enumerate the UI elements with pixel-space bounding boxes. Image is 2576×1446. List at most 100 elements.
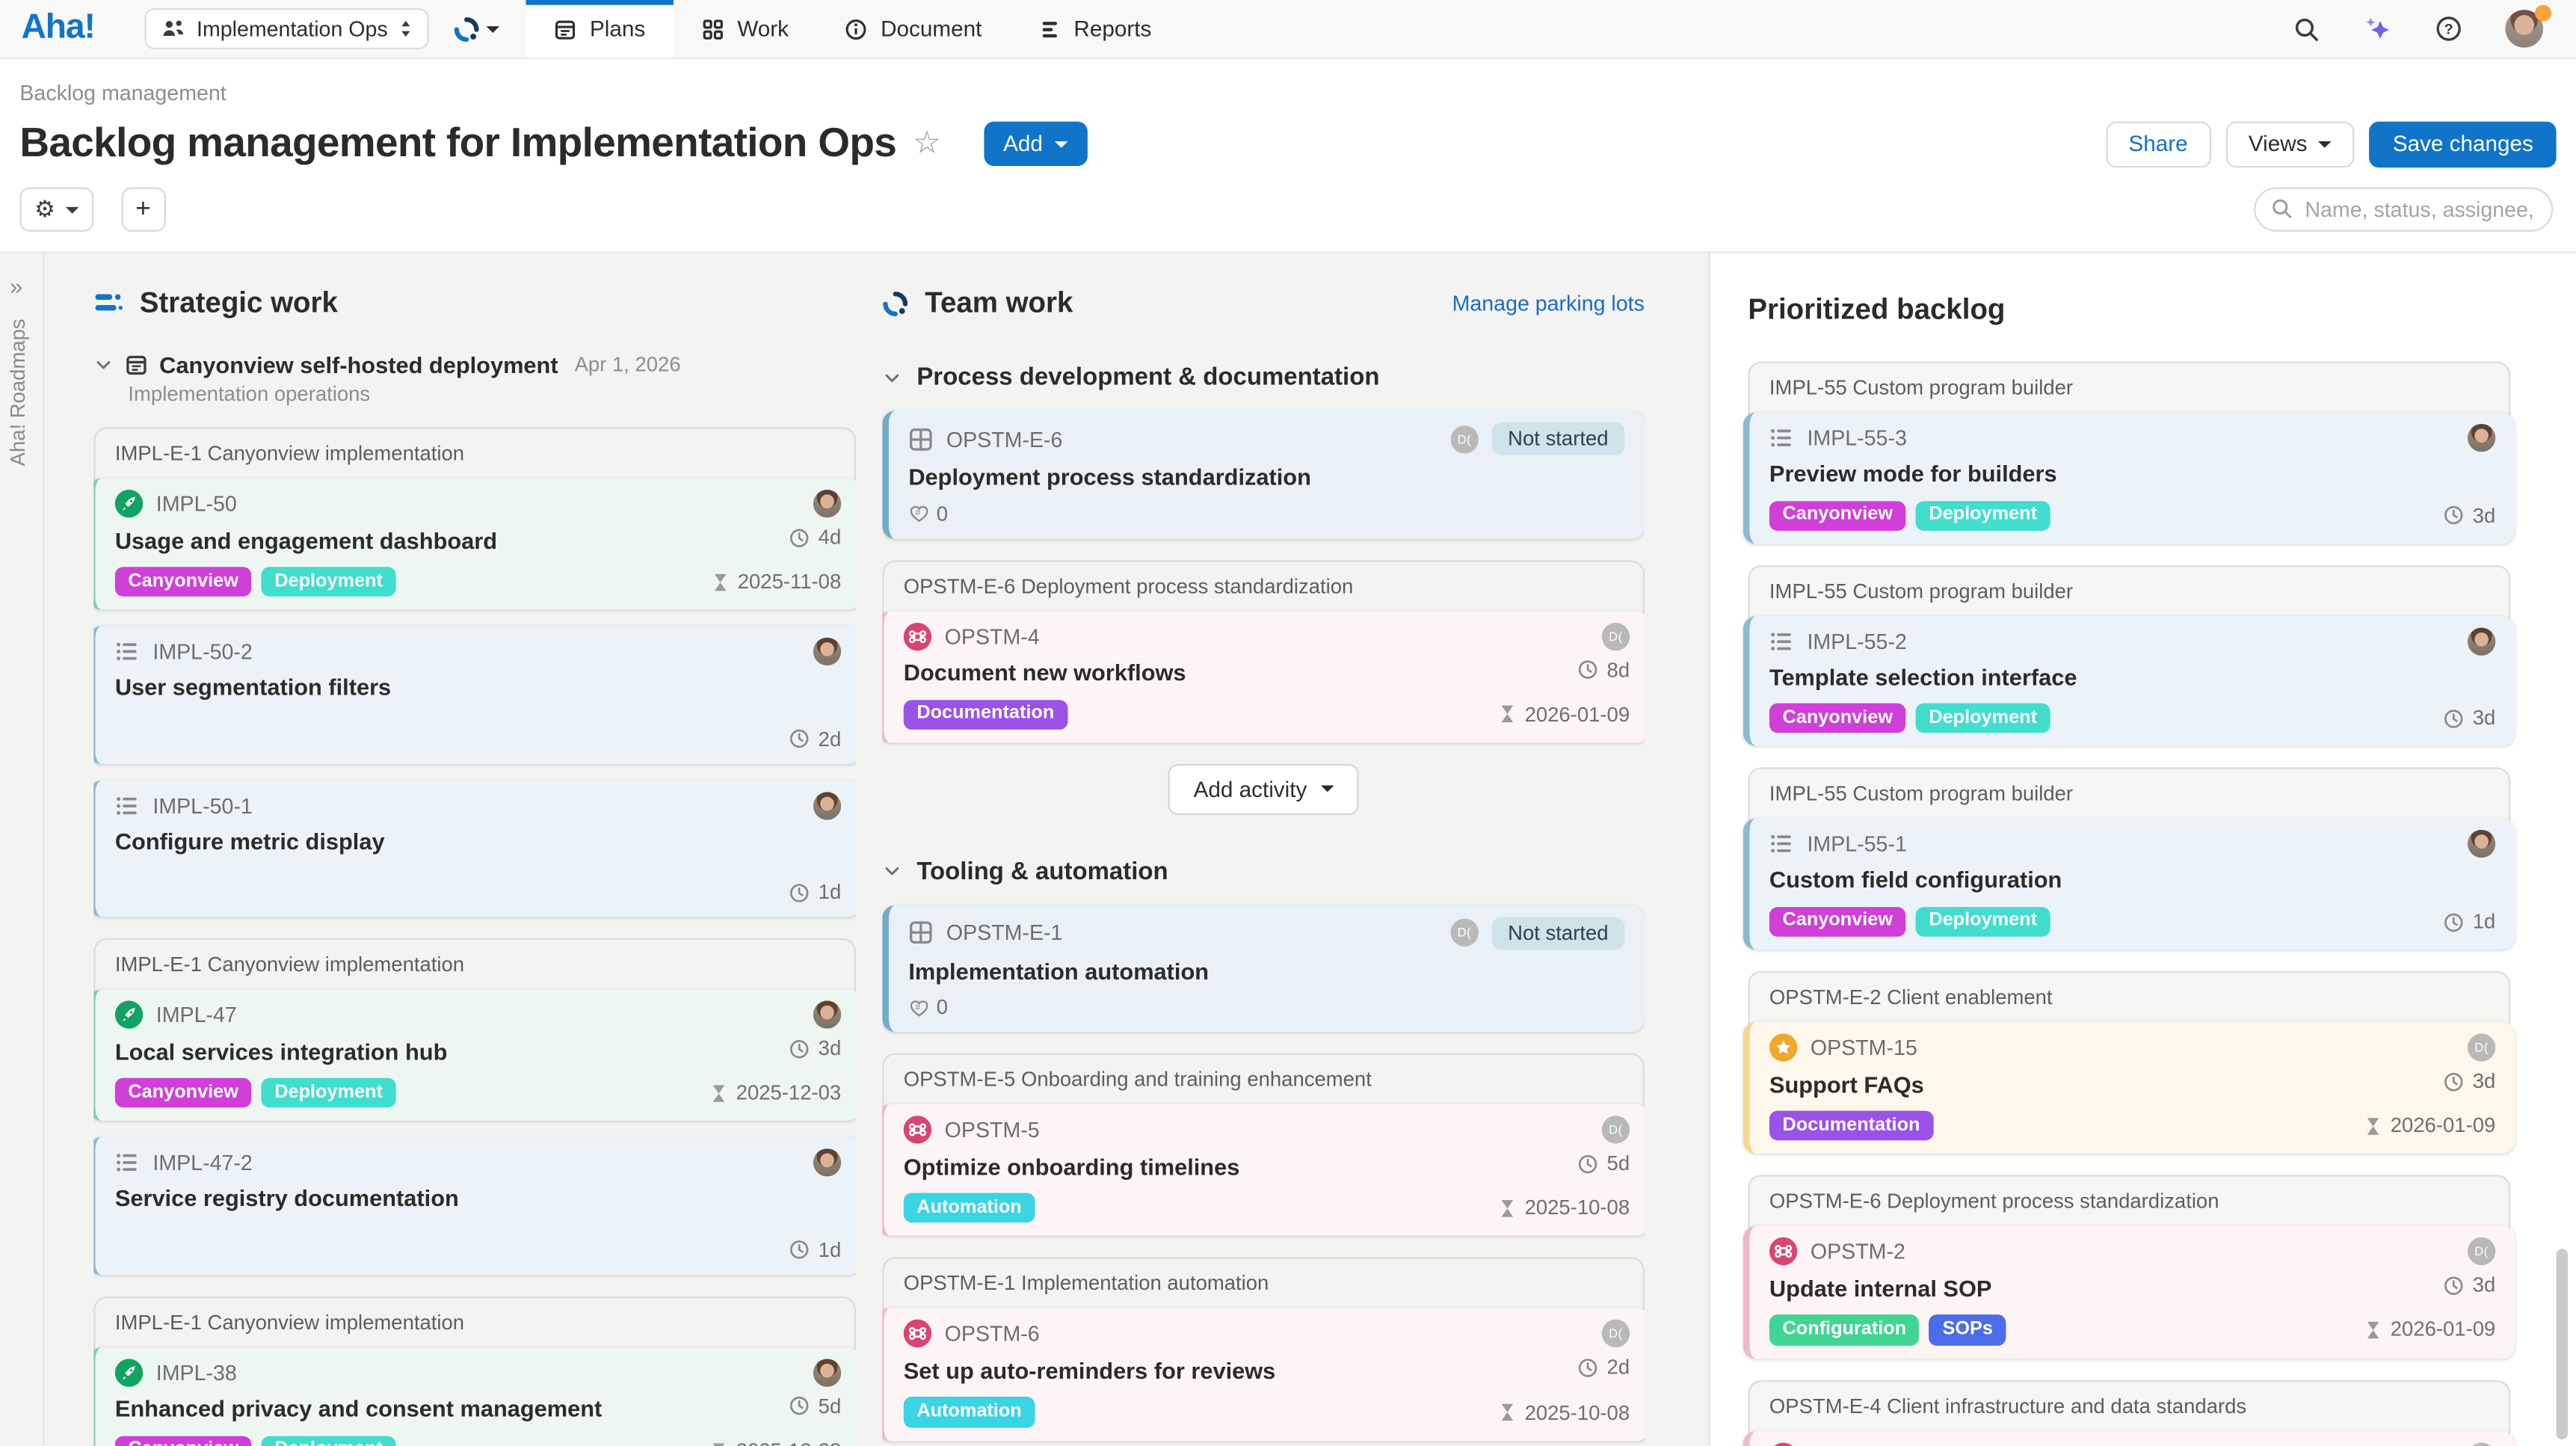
work-card[interactable]: OPSTM-19D(Review VPN setup process for c… — [1743, 1430, 2515, 1446]
card-title: Optimize onboarding timelines — [903, 1153, 1240, 1180]
card-header-right — [813, 1000, 842, 1030]
expand-rail-icon[interactable]: » — [10, 272, 23, 299]
add-panel-button[interactable]: + — [120, 187, 166, 232]
save-changes-button[interactable]: Save changes — [2370, 120, 2557, 167]
breadcrumb[interactable]: Backlog management — [19, 80, 227, 105]
group-cards: IMPL-55-3 Preview mode for builders Canyon… — [1743, 412, 2515, 544]
work-card[interactable]: IMPL-47-2 Service registry documentation 1… — [93, 1137, 857, 1276]
tag: Canyonview — [114, 567, 252, 597]
estimate-value: 3d — [2472, 503, 2496, 527]
estimate-value: 1d — [818, 1238, 842, 1262]
tab-document[interactable]: Document — [816, 0, 1009, 58]
favorite-star-icon[interactable]: ☆ — [913, 126, 941, 161]
manage-parking-lots-link[interactable]: Manage parking lots — [1452, 290, 1645, 316]
estimate-value: 8d — [1606, 658, 1630, 681]
card-header-row: IMPL-55-2 — [1769, 627, 2496, 656]
filter-search-input[interactable] — [2254, 187, 2554, 232]
hourglass-icon — [1498, 704, 1516, 725]
work-card[interactable]: IMPL-55-3 Preview mode for builders Canyon… — [1743, 412, 2515, 544]
work-card[interactable]: OPSTM-E-1 D(Not started Implementation aut… — [882, 905, 1645, 1033]
work-card[interactable]: IMPL-55-2 Template selection interface Can… — [1743, 615, 2515, 747]
due-date-value: 2025-10-08 — [1524, 1196, 1630, 1220]
group-cards: IMPL-55-1 Custom field configuration Canyo… — [1743, 819, 2515, 950]
card-id: IMPL-47-2 — [152, 1151, 253, 1176]
card-id: IMPL-47 — [155, 1003, 237, 1028]
work-card[interactable]: OPSTM-E-6 D(Not started Deployment process… — [882, 410, 1645, 538]
due-date-value: 2026-01-09 — [1524, 702, 1630, 726]
card-title: Enhanced privacy and consent management — [114, 1395, 603, 1422]
estimate-value: 2d — [818, 727, 842, 751]
scrollbar-thumb[interactable] — [2556, 1249, 2569, 1440]
release-row[interactable]: Canyonview self-hosted deployment Apr 1,… — [93, 351, 856, 378]
card-title-row: Set up auto-reminders for reviews 2d — [904, 1356, 1630, 1386]
goal-count: 0 — [936, 502, 948, 526]
tab-work[interactable]: Work — [674, 0, 817, 58]
tab-reports[interactable]: Reports — [1010, 0, 1180, 58]
card-title-row: User segmentation filters — [115, 674, 841, 703]
workspace-logo-menu[interactable] — [454, 16, 500, 42]
top-nav: Aha! Implementation Ops Plans Work Docum… — [0, 0, 2576, 60]
group-cards: OPSTM-6 D( Set up auto-reminders for revie… — [882, 1308, 1645, 1441]
card-title-row: Document new workflows 8d — [904, 658, 1630, 688]
section-header[interactable]: Process development & documentation — [882, 363, 1645, 391]
work-card[interactable]: OPSTM-15 D(Support FAQs 3d Documentation 202… — [1743, 1022, 2515, 1154]
work-card[interactable]: OPSTM-4 D(Document new workflows 8d Documen… — [882, 610, 1645, 742]
work-card[interactable]: OPSTM-6 D( Set up auto-reminders for revie… — [882, 1308, 1645, 1441]
estimate: 3d — [2443, 707, 2495, 730]
estimate: 8d — [1561, 658, 1630, 681]
card-header-right: D( — [1601, 1320, 1630, 1349]
tag: Canyonview — [1769, 906, 1906, 938]
section-header[interactable]: Tooling & automation — [882, 858, 1645, 885]
work-card[interactable]: IMPL-50 Usage and engagement dashboard 4d C… — [93, 478, 857, 610]
add-activity-label: Add activity — [1193, 776, 1307, 802]
work-card[interactable]: OPSTM-2 D(Update internal SOP 3d Configurat… — [1743, 1226, 2515, 1359]
card-title: User segmentation filters — [114, 674, 392, 701]
ai-sparkle-icon[interactable] — [2362, 14, 2392, 44]
work-card[interactable]: IMPL-50-1 Configure metric display 1d — [93, 780, 857, 917]
card-id: OPSTM-E-1 — [946, 920, 1063, 946]
work-card[interactable]: IMPL-38 Enhanced privacy and consent mana… — [93, 1347, 857, 1446]
add-activity-button[interactable]: Add activity — [1168, 763, 1358, 815]
due-date: 2025-10-08 — [1498, 1401, 1630, 1424]
card-title-row: Update internal SOP 3d — [1769, 1274, 2495, 1304]
user-avatar[interactable] — [2505, 4, 2552, 48]
clock-icon — [789, 882, 810, 904]
view-settings-button[interactable]: ⚙ — [19, 187, 93, 232]
card-title: Custom field configuration — [1769, 867, 2062, 893]
assignee-avatar — [813, 1149, 842, 1178]
rocket-icon — [114, 489, 144, 518]
work-card[interactable]: IMPL-47 Local services integration hub 3d C… — [93, 989, 857, 1122]
tags-row: Canyonview Deployment 3d — [1769, 500, 2496, 531]
aha-logo[interactable]: Aha! — [21, 7, 96, 46]
work-card[interactable]: IMPL-50-2 User segmentation filters 2d — [93, 626, 857, 764]
list-icon — [1769, 425, 1794, 450]
work-card[interactable]: IMPL-55-1 Custom field configuration Canyo… — [1743, 819, 2515, 950]
views-button[interactable]: Views — [2225, 120, 2355, 167]
clock-icon — [789, 728, 810, 750]
parking-lot-header[interactable]: IMPL-E-1 Canyonview implementation — [93, 1296, 857, 1362]
work-card[interactable]: OPSTM-5 D(Optimize onboarding timelines 5d… — [882, 1104, 1645, 1237]
share-button[interactable]: Share — [2105, 120, 2211, 167]
epic-icon — [908, 426, 933, 451]
clock-icon — [2443, 1071, 2465, 1092]
card-header-row: IMPL-50-2 — [115, 638, 842, 666]
assignee-avatar: D( — [2467, 1033, 2496, 1062]
svg-text:#: # — [916, 1003, 921, 1012]
search-icon[interactable] — [2293, 16, 2320, 42]
add-button[interactable]: Add — [983, 121, 1088, 166]
tags-row: Canyonview Deployment 2025-12-03 — [114, 1078, 841, 1109]
card-id: IMPL-50-2 — [152, 639, 253, 665]
release-workspace: Implementation operations — [128, 383, 371, 406]
card-header-right — [813, 638, 842, 666]
card-id: OPSTM-6 — [944, 1321, 1040, 1347]
card-header-row: IMPL-55-3 — [1769, 424, 2496, 452]
card-group: OPSTM-E-6 Deployment process standardiza… — [882, 559, 1645, 742]
card-id: IMPL-50-1 — [152, 793, 253, 818]
help-icon[interactable]: ? — [2435, 15, 2462, 43]
svg-text:#: # — [916, 508, 921, 518]
workspace-selector[interactable]: Implementation Ops — [144, 7, 429, 49]
rocket-icon — [114, 1000, 144, 1030]
tag: Canyonview — [1769, 704, 1906, 734]
card-title-row: Custom field configuration — [1769, 867, 2495, 895]
tab-plans[interactable]: Plans — [526, 0, 674, 58]
